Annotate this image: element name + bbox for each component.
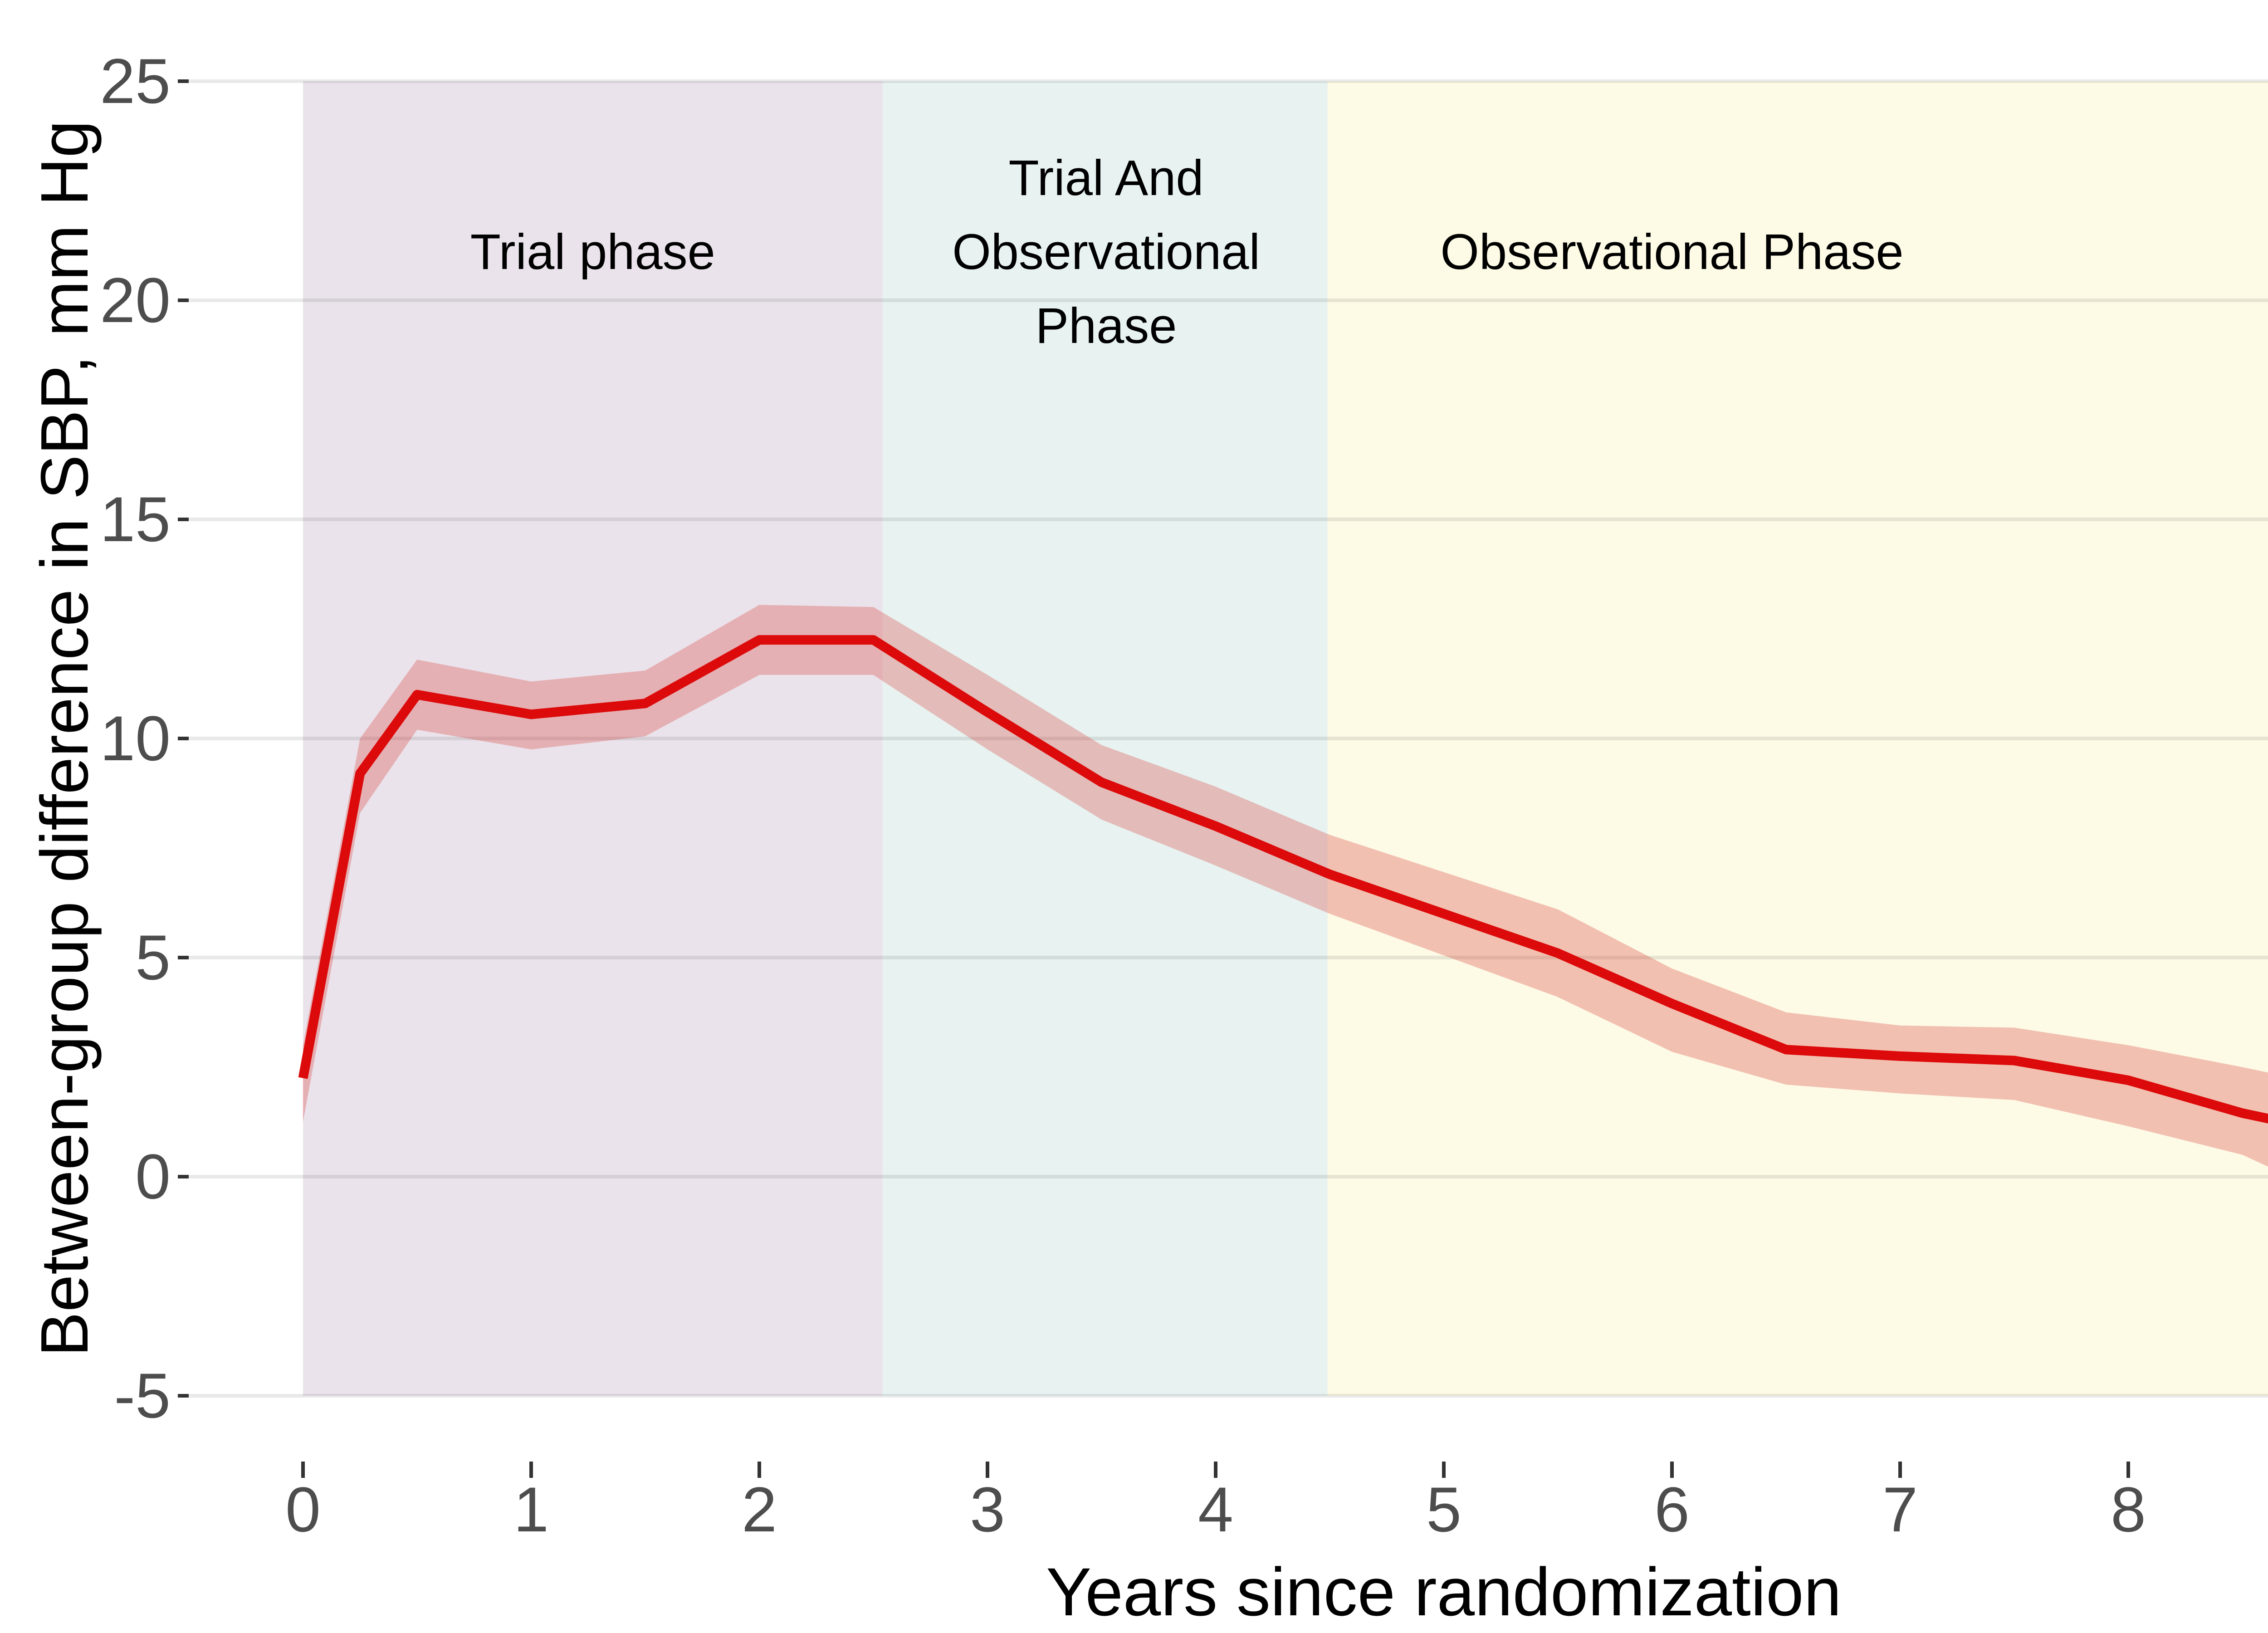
- axis-tick-marks: [178, 79, 2130, 1478]
- phase-region: [1327, 81, 2268, 1396]
- x-tick-label: 1: [513, 1474, 549, 1545]
- x-tick-label: 3: [970, 1474, 1005, 1545]
- y-tick-label: 15: [100, 484, 171, 555]
- confidence-band-layer: [303, 605, 2268, 1167]
- confidence-band: [303, 605, 2268, 1167]
- y-axis-title: Between-group difference in SBP, mm Hg: [27, 120, 102, 1357]
- phase-region: [303, 81, 883, 1396]
- x-tick-label: 5: [1426, 1474, 1461, 1545]
- x-tick-label: 2: [742, 1474, 777, 1545]
- gridlines: [189, 79, 2268, 1398]
- phase-regions: [303, 81, 2268, 1396]
- y-tick-label: 10: [100, 703, 171, 774]
- trend-line-layer: [298, 635, 2268, 1124]
- y-tick-label: -5: [114, 1360, 171, 1431]
- phase-label: Trial And Observational Phase: [952, 141, 1260, 363]
- y-tick-label: 20: [100, 264, 171, 336]
- x-tick-label: 0: [285, 1474, 321, 1545]
- x-tick-label: 6: [1654, 1474, 1690, 1545]
- phase-region: [882, 81, 1328, 1396]
- y-tick-label: 25: [100, 45, 171, 117]
- phase-label: Observational Phase: [1440, 215, 1903, 289]
- x-tick-label: 4: [1198, 1474, 1233, 1545]
- y-tick-label: 5: [135, 922, 171, 993]
- trend-line: [298, 635, 2268, 1124]
- phase-label: Trial phase: [470, 215, 715, 289]
- x-tick-label: 8: [2111, 1474, 2146, 1545]
- phase-label-line: Trial And: [1008, 150, 1204, 206]
- x-tick-label: 7: [1882, 1474, 1918, 1545]
- phase-label-line: Trial phase: [470, 224, 715, 280]
- phase-label-line: Phase: [1035, 298, 1177, 354]
- y-tick-label: 0: [135, 1141, 171, 1212]
- phase-label-line: Observational Phase: [1440, 224, 1904, 280]
- x-axis-title: Years since randomization: [1046, 1554, 1842, 1630]
- phase-label-line: Observational: [952, 224, 1260, 280]
